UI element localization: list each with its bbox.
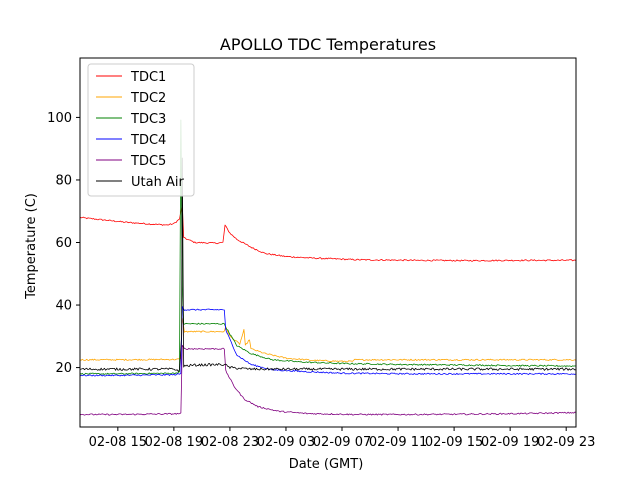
legend: TDC1 TDC2 TDC3 TDC4 TDC5 Utah Air <box>87 63 195 197</box>
y-tick-label: 80 <box>55 173 72 188</box>
x-tick-label: 02-09 19 <box>481 435 539 450</box>
series-line-tdc1 <box>80 204 576 262</box>
legend-label-tdc3: TDC3 <box>130 112 166 127</box>
series-line-utah-air <box>80 157 576 372</box>
series-line-tdc4 <box>80 306 576 377</box>
x-tick-label: 02-08 19 <box>145 435 203 450</box>
y-tick-label: 60 <box>55 236 72 251</box>
legend-label-tdc5: TDC5 <box>130 154 166 169</box>
x-tick-label: 02-09 15 <box>425 435 483 450</box>
y-axis-label: Temperature (C) <box>24 193 39 300</box>
y-tick-label: 20 <box>55 361 72 376</box>
x-tick-label: 02-09 11 <box>369 435 427 450</box>
x-tick-label: 02-08 15 <box>89 435 147 450</box>
x-tick-label: 02-09 07 <box>313 435 371 450</box>
x-tick-label: 02-09 03 <box>257 435 315 450</box>
x-tick-label: 02-08 23 <box>201 435 259 450</box>
legend-label-tdc4: TDC4 <box>130 133 166 148</box>
y-tick-label: 100 <box>47 111 72 126</box>
chart-title: APOLLO TDC Temperatures <box>220 35 436 54</box>
legend-label-tdc1: TDC1 <box>130 70 166 85</box>
series-line-tdc5 <box>80 344 576 416</box>
x-tick-label: 02-09 23 <box>537 435 595 450</box>
x-axis-label: Date (GMT) <box>289 457 364 472</box>
legend-label-utah-air: Utah Air <box>131 175 184 190</box>
plot-area <box>80 119 576 416</box>
legend-label-tdc2: TDC2 <box>130 91 166 106</box>
series-line-tdc2 <box>80 317 576 363</box>
series-line-tdc3 <box>80 119 576 375</box>
y-tick-label: 40 <box>55 299 72 314</box>
series-traces <box>80 119 576 416</box>
